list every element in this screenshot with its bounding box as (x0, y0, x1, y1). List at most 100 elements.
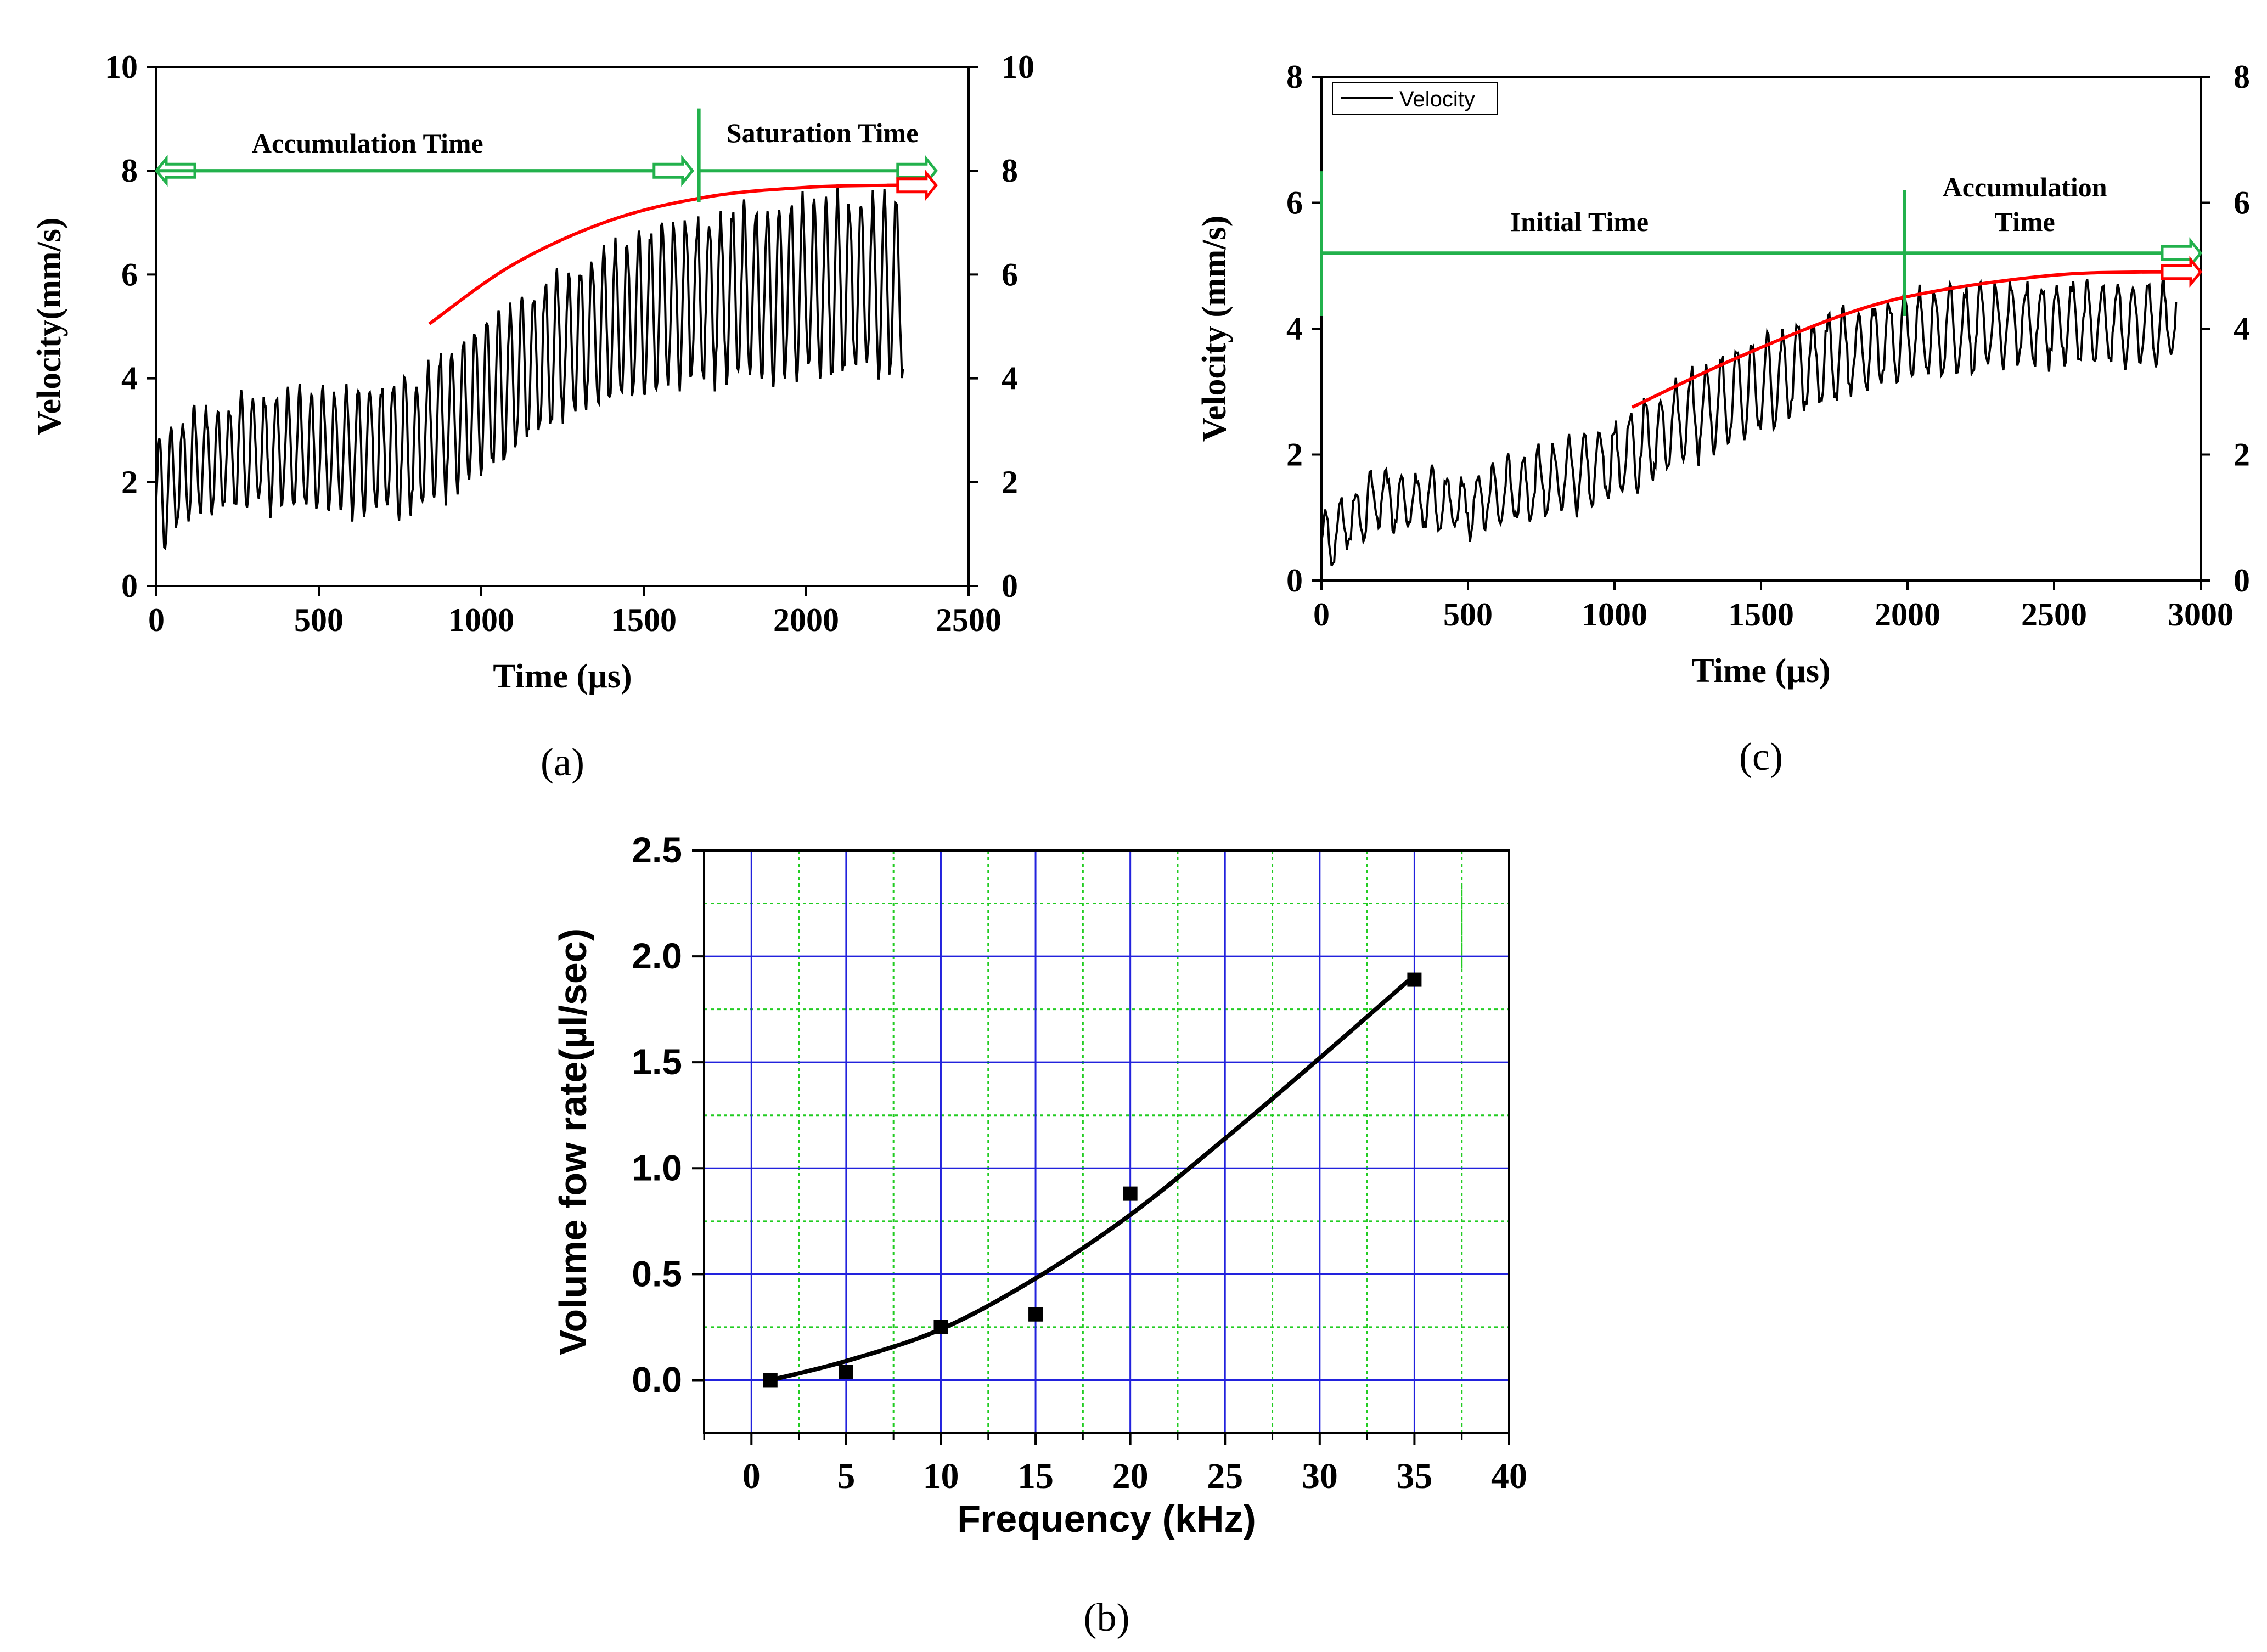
right-y-tick: 8 (969, 153, 1018, 189)
panel-c-velocity-chart: 0 500 1000 1500 2000 2500 3000 0 2 4 6 8 0 2 4 6 8 Vel… (1196, 59, 2250, 779)
panel-c-annotation-time: Time (1995, 206, 2055, 237)
x-tick-label: 2000 (1875, 596, 1940, 633)
panel-c-y-ticks: 0 2 4 6 8 (1286, 59, 1321, 599)
panel-a-x-axis-label: Time (µs) (493, 658, 632, 695)
panel-b-y-ticks: 0.0 0.5 1.0 1.5 2.0 2.5 (632, 830, 704, 1400)
panel-a-x-ticks: 0 500 1000 1500 2000 2500 (148, 586, 1002, 638)
y-tick-label: 2.0 (632, 935, 682, 976)
right-y-tick-label: 2 (1002, 464, 1018, 500)
panel-c-legend-entry: Velocity (1399, 87, 1475, 111)
panel-a-right-y-ticks: 0 2 4 6 8 10 (969, 49, 1034, 604)
right-y-tick-label: 6 (1002, 256, 1018, 292)
x-tick: 0 (742, 1433, 761, 1496)
y-tick: 0.0 (632, 1359, 704, 1400)
x-tick: 1000 (1582, 580, 1647, 633)
y-tick-label: 6 (121, 256, 138, 292)
x-tick-label: 2500 (936, 602, 1002, 638)
panel-c-velocity-series-line (1320, 273, 2178, 567)
x-tick-label: 30 (1302, 1456, 1338, 1496)
y-tick: 10 (105, 49, 156, 85)
right-y-tick: 0 (969, 568, 1018, 604)
x-tick-label: 5 (837, 1456, 855, 1496)
x-tick-label: 500 (294, 602, 344, 638)
time-arrow-head (2161, 237, 2203, 269)
data-point (1123, 1186, 1138, 1201)
x-tick-label: 3000 (2168, 596, 2234, 633)
panel-b-data-points (763, 972, 1422, 1388)
x-tick: 1000 (448, 586, 514, 638)
panel-a-annotation-saturation: Saturation Time (727, 117, 919, 148)
x-tick-label: 35 (1396, 1456, 1432, 1496)
panel-b-x-ticks: 0 5 10 15 20 25 30 35 40 (703, 1433, 1527, 1496)
x-tick: 500 (294, 586, 344, 638)
x-tick: 0 (1313, 580, 1330, 633)
panel-c-caption: (c) (1739, 735, 1783, 779)
panel-c-annotation-accumulation: Accumulation (1943, 172, 2107, 202)
x-tick-label: 1000 (1582, 596, 1647, 633)
right-y-tick: 8 (2201, 59, 2250, 95)
x-tick: 15 (1017, 1433, 1054, 1496)
x-tick-label: 10 (922, 1456, 959, 1496)
right-y-tick-label: 0 (1002, 568, 1018, 604)
panel-b-plot-frame (703, 849, 1510, 1434)
y-tick: 6 (1286, 185, 1321, 221)
panel-a-y-ticks: 0 2 4 6 8 10 (105, 49, 156, 604)
panel-c-time-arrows (1320, 171, 2203, 317)
y-tick: 8 (121, 153, 156, 189)
y-tick: 1.0 (632, 1147, 704, 1188)
x-tick-label: 0 (148, 602, 165, 638)
y-tick: 0 (1286, 562, 1321, 599)
x-tick: 40 (1491, 1433, 1527, 1496)
x-tick-label: 2000 (773, 602, 839, 638)
panel-a-velocity-series-line (155, 184, 904, 551)
right-y-tick-label: 8 (2234, 59, 2250, 95)
panel-a-caption: (a) (541, 740, 584, 784)
x-tick: 2500 (936, 586, 1002, 638)
x-tick-label: 40 (1491, 1456, 1527, 1496)
y-tick-label: 10 (105, 49, 138, 85)
x-tick-label: 500 (1443, 596, 1493, 633)
time-arrow-head (652, 155, 695, 187)
right-y-tick: 10 (969, 49, 1034, 85)
x-tick: 10 (922, 1433, 959, 1496)
x-tick-label: 20 (1112, 1456, 1149, 1496)
x-tick-label: 0 (742, 1456, 761, 1496)
y-tick-label: 2 (1286, 437, 1303, 473)
y-tick-label: 2 (121, 464, 138, 500)
x-tick: 25 (1207, 1433, 1243, 1496)
time-arrow-head (896, 169, 938, 201)
data-point (1407, 972, 1422, 987)
panel-c-trend-curve (1631, 270, 2201, 409)
right-y-tick: 4 (969, 360, 1018, 397)
y-tick-label: 8 (1286, 59, 1303, 95)
right-y-tick-label: 2 (2234, 437, 2250, 473)
y-tick-label: 0.0 (632, 1359, 682, 1400)
x-tick: 0 (148, 586, 165, 638)
y-tick-label: 4 (1286, 311, 1303, 347)
y-tick-label: 0 (121, 568, 138, 604)
panel-c-annotation-initial: Initial Time (1510, 206, 1649, 237)
right-y-tick: 4 (2201, 311, 2250, 347)
right-y-tick: 6 (2201, 185, 2250, 221)
time-arrow-head (2161, 256, 2203, 288)
right-y-tick-label: 8 (1002, 153, 1018, 189)
y-tick: 2.0 (632, 935, 704, 976)
panel-c-x-axis-label: Time (µs) (1691, 652, 1830, 690)
panel-c-x-ticks: 0 500 1000 1500 2000 2500 3000 (1313, 580, 2234, 633)
right-y-tick-label: 0 (2234, 562, 2250, 599)
right-y-tick-label: 6 (2234, 185, 2250, 221)
right-y-tick-label: 4 (2234, 311, 2250, 347)
x-tick: 2000 (1875, 580, 1940, 633)
x-tick: 2000 (773, 586, 839, 638)
right-y-tick: 6 (969, 256, 1018, 292)
panel-a-annotation-accumulation: Accumulation Time (252, 128, 483, 159)
panel-c-y-axis-label: Velocity (mm/s) (1196, 216, 1233, 442)
y-tick: 2.5 (632, 830, 704, 870)
x-tick-label: 1500 (1728, 596, 1794, 633)
panel-b-fit-curve (769, 973, 1416, 1383)
panel-a-plot-frame (155, 66, 970, 587)
y-tick: 4 (121, 360, 156, 397)
data-point (1028, 1307, 1043, 1322)
panel-a-velocity-chart: 0 500 1000 1500 2000 2500 0 2 4 6 8 10 0 2 4 6 8 10 Acc… (31, 49, 1034, 784)
